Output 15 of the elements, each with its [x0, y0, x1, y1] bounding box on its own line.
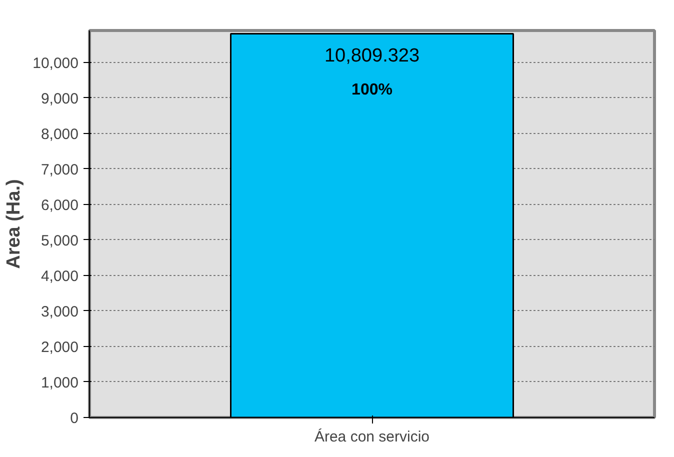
- y-tick-label: 4,000: [40, 268, 79, 285]
- y-tick-label: 10,000: [32, 54, 79, 72]
- y-tick-label: 2,000: [40, 338, 79, 356]
- y-tick-label: 7,000: [40, 161, 79, 178]
- y-tick-label: 3,000: [40, 303, 79, 320]
- annotation: 100%: [352, 82, 392, 99]
- y-tick-label: 8,000: [40, 126, 79, 143]
- x-tick-label: Área con servicio: [314, 428, 430, 446]
- y-tick-label: 6,000: [40, 196, 79, 214]
- y-tick-label: 0: [70, 410, 78, 427]
- y-axis-title: Area (Ha.): [4, 179, 25, 269]
- y-tick-label: 5,000: [40, 232, 79, 250]
- data-label: 10,809.323: [324, 46, 420, 67]
- y-tick-label: 9,000: [40, 90, 79, 108]
- y-tick-label: 1,000: [40, 374, 79, 392]
